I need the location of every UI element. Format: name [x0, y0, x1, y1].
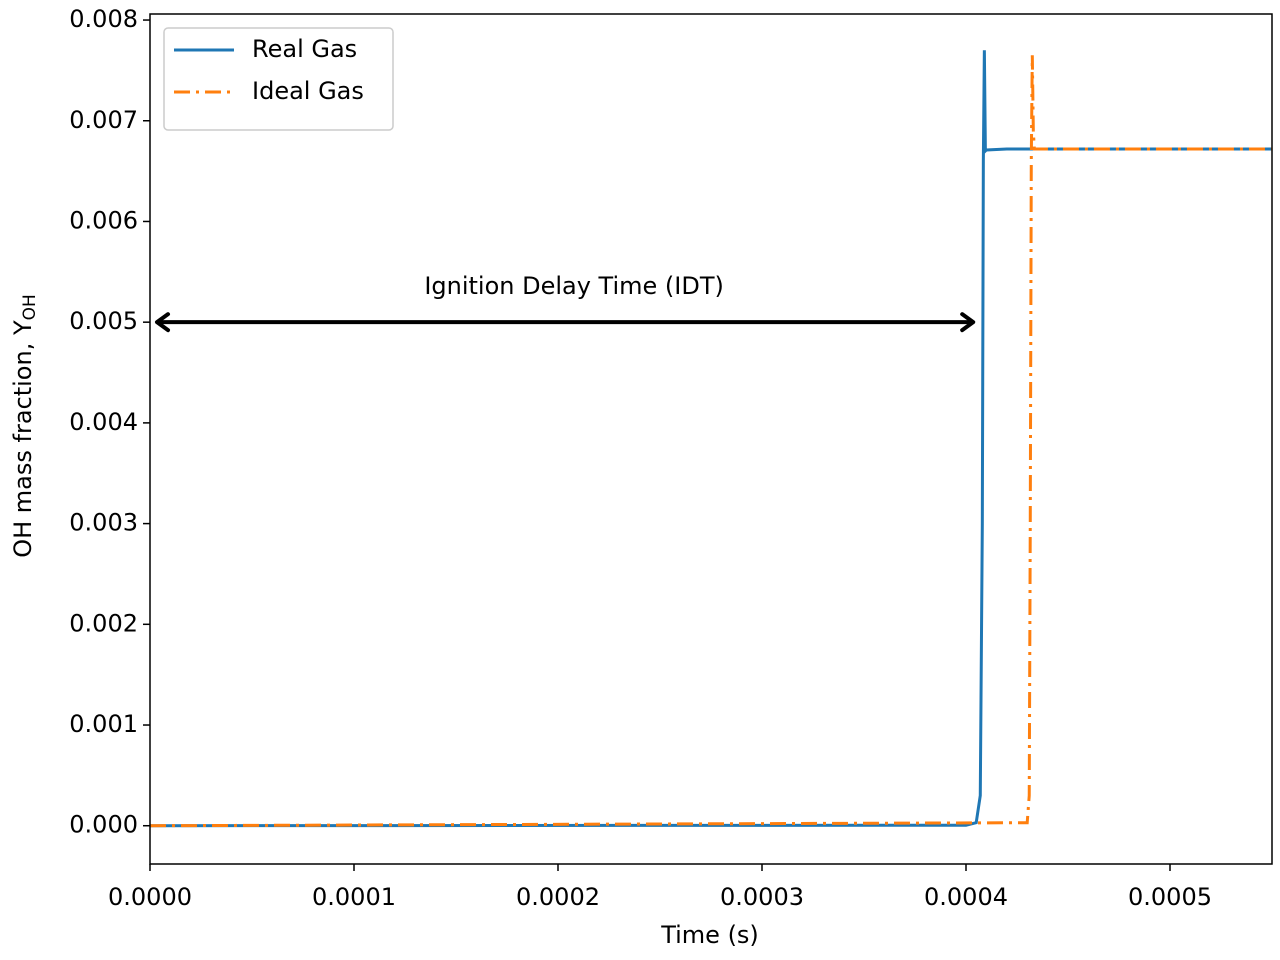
y-tick-label: 0.003	[69, 509, 138, 537]
data-line	[149, 50, 1272, 828]
y-tick-label: 0.005	[69, 307, 138, 335]
y-tick-label: 0.007	[69, 106, 138, 134]
plot-frame	[149, 13, 1273, 865]
legend-label: Real Gas	[252, 35, 357, 63]
y-axis-label: OH mass fraction, YOH	[9, 294, 40, 558]
arrow-head	[960, 312, 976, 333]
x-tick-label: 0.0000	[108, 883, 192, 911]
x-tick-label: 0.0004	[924, 883, 1008, 911]
arrow-head	[155, 312, 170, 333]
y-axis-label-main: OH mass fraction, Y	[9, 320, 37, 558]
data-line	[149, 55, 1272, 828]
x-tick-label: 0.0001	[312, 883, 396, 911]
legend-box	[163, 27, 394, 131]
y-tick-label: 0.000	[69, 811, 138, 839]
x-tick-label: 0.0003	[720, 883, 804, 911]
x-tick-label: 0.0002	[516, 883, 600, 911]
annotation-text: Ignition Delay Time (IDT)	[424, 272, 724, 300]
x-tick-label: 0.0005	[1128, 883, 1212, 911]
y-tick-label: 0.002	[69, 609, 138, 637]
y-axis-label-sub: OH	[20, 294, 40, 320]
y-tick-label: 0.008	[69, 5, 138, 33]
x-axis-label: Time (s)	[660, 921, 759, 949]
y-tick-label: 0.001	[69, 710, 138, 738]
legend-label: Ideal Gas	[252, 77, 364, 105]
y-tick-label: 0.006	[69, 206, 138, 234]
y-tick-label: 0.004	[69, 408, 138, 436]
